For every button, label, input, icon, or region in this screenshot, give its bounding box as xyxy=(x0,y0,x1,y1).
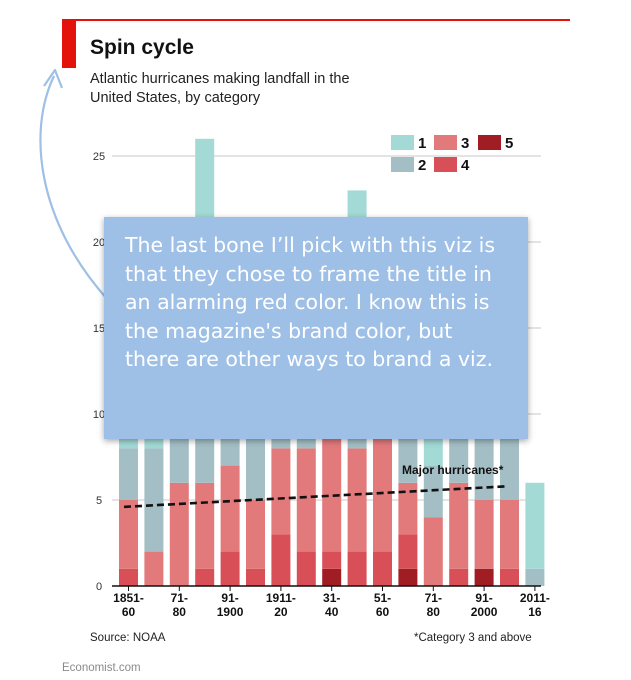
bar-segment-cat3 xyxy=(474,500,494,569)
bar-segment-cat3 xyxy=(246,500,265,569)
legend-swatch-cat3 xyxy=(434,135,457,150)
x-tick-label-bottom: 2000 xyxy=(471,605,498,619)
bar-segment-cat3 xyxy=(119,500,138,569)
chart-title: Spin cycle xyxy=(90,36,194,59)
bar-segment-cat5 xyxy=(398,568,418,586)
legend-label-cat1: 1 xyxy=(418,135,426,152)
bar-segment-cat3 xyxy=(296,448,316,552)
bar-segment-cat4 xyxy=(246,568,265,586)
bar-segment-cat4 xyxy=(347,551,367,586)
bar-segment-cat2 xyxy=(119,448,138,500)
brand-red-tab xyxy=(62,19,76,68)
bar-segment-cat3 xyxy=(373,431,392,552)
x-tick-label-top: 1911- xyxy=(266,591,296,605)
legend-label-cat5: 5 xyxy=(505,135,513,152)
x-tick-label-top: 2011- xyxy=(520,591,550,605)
bar-segment-cat5 xyxy=(322,568,342,586)
legend-swatch-cat5 xyxy=(478,135,501,150)
legend-swatch-cat2 xyxy=(391,157,414,172)
bar-segment-cat3 xyxy=(449,482,469,569)
y-tick-label: 25 xyxy=(93,151,105,163)
x-tick-label-bottom: 1900 xyxy=(217,605,244,619)
bar-segment-cat4 xyxy=(220,551,240,586)
legend-swatch-cat4 xyxy=(434,157,457,172)
bar-segment-cat1 xyxy=(525,482,545,569)
legend-label-cat3: 3 xyxy=(461,135,469,152)
x-tick-label-bottom: 40 xyxy=(325,605,339,619)
bar-segment-cat2 xyxy=(525,568,545,586)
bar-segment-cat2 xyxy=(144,448,164,552)
bar-segment-cat3 xyxy=(169,482,189,586)
bar-segment-cat4 xyxy=(373,551,392,586)
bar-segment-cat3 xyxy=(144,551,164,586)
y-tick-label: 10 xyxy=(93,409,105,421)
brand-credit: Economist.com xyxy=(62,662,141,674)
annotation-box: The last bone I’ll pick with this viz is… xyxy=(104,217,528,439)
x-tick-label-bottom: 80 xyxy=(427,605,441,619)
x-tick-label-top: 71- xyxy=(171,591,188,605)
annotation-text: The last bone I’ll pick with this viz is… xyxy=(125,233,496,371)
major-hurricanes-trendline xyxy=(123,484,509,509)
x-tick-label-bottom: 20 xyxy=(274,605,288,619)
source-note: Source: NOAA xyxy=(90,632,166,644)
x-tick-label-top: 31- xyxy=(323,591,340,605)
bar-segment-cat4 xyxy=(195,568,215,586)
bar-segment-cat4 xyxy=(271,534,291,586)
bar-segment-cat3 xyxy=(220,465,240,552)
bar-segment-cat4 xyxy=(322,551,342,569)
x-tick-label-top: 91- xyxy=(221,591,238,605)
footnote: *Category 3 and above xyxy=(414,632,532,644)
legend-label-cat2: 2 xyxy=(418,157,426,174)
legend-swatch-cat1 xyxy=(391,135,414,150)
bar-segment-cat4 xyxy=(296,551,316,586)
bar-segment-cat4 xyxy=(500,568,519,586)
legend-label-cat4: 4 xyxy=(461,157,470,174)
bar-segment-cat4 xyxy=(398,534,418,569)
bar-segment-cat3 xyxy=(423,517,443,586)
bar-segment-cat3 xyxy=(322,431,342,552)
y-tick-label: 0 xyxy=(96,581,102,593)
x-tick-label-bottom: 60 xyxy=(122,605,136,619)
x-tick-label-top: 91- xyxy=(475,591,492,605)
bar-segment-cat5 xyxy=(474,568,494,586)
bar-segment-cat2 xyxy=(246,431,265,500)
bar-segment-cat4 xyxy=(119,568,138,586)
x-tick-label-top: 1851- xyxy=(113,591,144,605)
x-tick-label-top: 71- xyxy=(425,591,442,605)
bar-segment-cat3 xyxy=(347,448,367,552)
bar-segment-cat3 xyxy=(500,500,519,569)
bar-segment-cat3 xyxy=(271,448,291,535)
top-rule xyxy=(62,19,570,21)
bar-segment-cat4 xyxy=(449,568,469,586)
chart-subtitle: Atlantic hurricanes making landfall in t… xyxy=(90,71,350,106)
y-tick-label: 15 xyxy=(93,323,105,335)
x-tick-label-bottom: 80 xyxy=(173,605,187,619)
x-tick-label-top: 51- xyxy=(374,591,391,605)
y-tick-label: 5 xyxy=(96,495,102,507)
trendline-label: Major hurricanes* xyxy=(402,463,504,477)
x-tick-label-bottom: 60 xyxy=(376,605,390,619)
bar-segment-cat3 xyxy=(195,482,215,569)
x-tick-label-bottom: 16 xyxy=(528,605,542,619)
bar-segment-cat3 xyxy=(398,482,418,535)
